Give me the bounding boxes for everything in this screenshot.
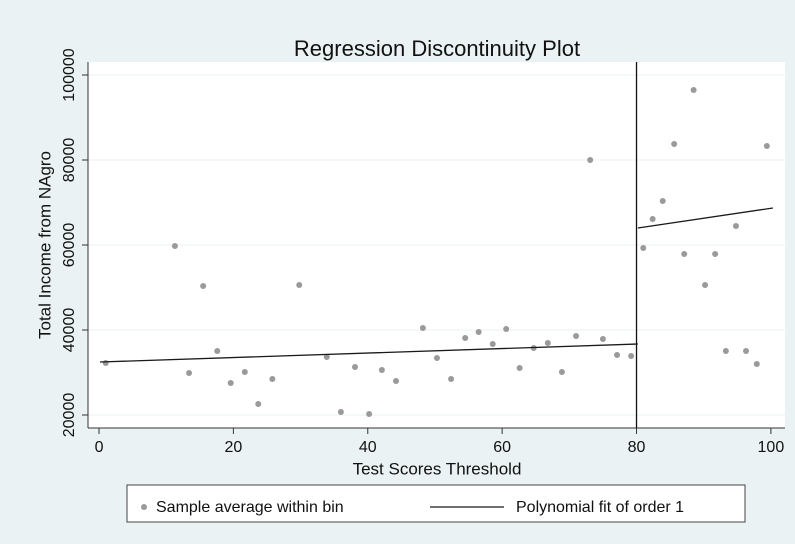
point <box>732 222 739 229</box>
point <box>599 336 606 343</box>
point <box>475 329 482 336</box>
point <box>433 354 440 361</box>
x-tick-label: 60 <box>493 439 511 456</box>
legend-marker <box>141 504 147 510</box>
x-axis-label: Test Scores Threshold <box>353 459 522 478</box>
y-tick-label: 80000 <box>61 138 78 183</box>
point <box>712 251 719 258</box>
point <box>102 360 109 367</box>
point <box>323 353 330 360</box>
legend-label: Polynomial fit of order 1 <box>516 499 684 516</box>
point <box>366 411 373 418</box>
point <box>763 143 770 150</box>
point <box>186 370 193 377</box>
point <box>337 408 344 415</box>
point <box>628 353 635 360</box>
x-tick-label: 20 <box>224 439 242 456</box>
point <box>614 351 621 358</box>
fit-line <box>100 207 774 363</box>
point <box>649 215 656 222</box>
point <box>296 282 303 289</box>
point <box>227 380 234 387</box>
y-tick-label: 60000 <box>61 223 78 268</box>
point <box>448 375 455 382</box>
point <box>573 333 580 340</box>
point <box>671 140 678 147</box>
point <box>640 245 647 252</box>
y-axis-label: Total Income from NAgro <box>35 151 54 339</box>
point <box>558 368 565 375</box>
point <box>690 86 697 93</box>
point <box>659 197 666 204</box>
point <box>462 334 469 341</box>
point <box>503 326 510 333</box>
point <box>200 282 207 289</box>
point <box>743 347 750 354</box>
point <box>269 375 276 382</box>
point <box>702 282 709 289</box>
point <box>722 347 729 354</box>
x-tick-label: 80 <box>628 439 646 456</box>
x-tick-label: 0 <box>95 439 104 456</box>
point <box>489 340 496 347</box>
point <box>516 364 523 371</box>
point <box>255 401 262 408</box>
point <box>544 340 551 347</box>
legend-label: Sample average within bin <box>156 499 344 516</box>
x-tick-label: 100 <box>758 439 785 456</box>
chart-title: Regression Discontinuity Plot <box>294 36 580 61</box>
point <box>214 347 221 354</box>
y-tick-label: 40000 <box>61 308 78 353</box>
legend <box>126 484 746 523</box>
point <box>171 242 178 249</box>
point <box>419 324 426 331</box>
point <box>378 367 385 374</box>
point <box>681 251 688 258</box>
point <box>392 377 399 384</box>
y-tick-label: 20000 <box>61 393 78 438</box>
point <box>241 368 248 375</box>
point <box>587 157 594 164</box>
x-tick-label: 40 <box>359 439 377 456</box>
y-tick-label: 100000 <box>61 48 78 101</box>
point <box>753 360 760 367</box>
point <box>352 364 359 370</box>
